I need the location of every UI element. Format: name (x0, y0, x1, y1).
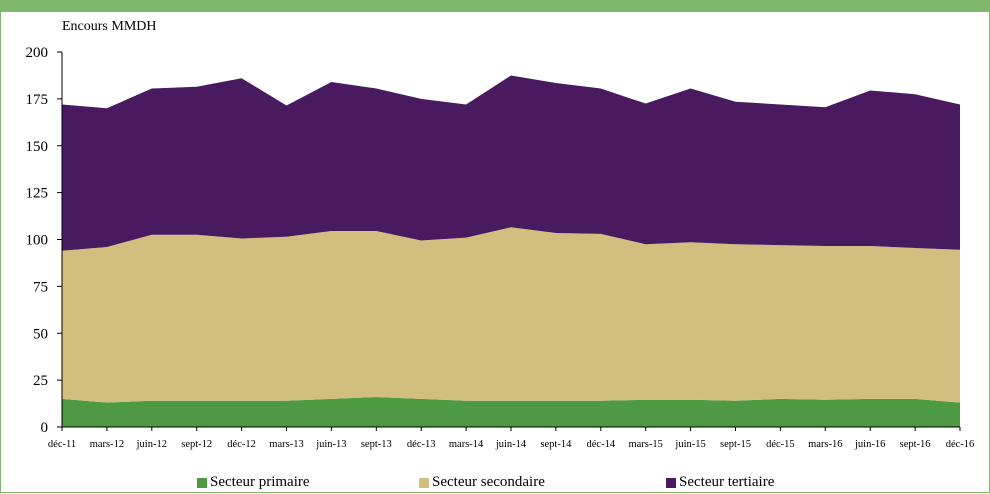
y-tick-label: 25 (33, 373, 48, 389)
x-tick-label: juin-14 (495, 439, 527, 450)
stacked-area-chart: 0 25 50 75 100 125 150 175 200 déc-11 mars-12 juin… (26, 19, 975, 450)
area-series-2 (62, 227, 960, 403)
legend-swatch (419, 477, 429, 488)
x-tick-label: sept-12 (181, 439, 212, 450)
x-tick-label: sept-13 (361, 439, 392, 450)
x-tick-label: juin-15 (674, 439, 705, 450)
legend-swatch (197, 477, 207, 488)
legend-label: Secteur secondaire (432, 474, 545, 490)
y-tick-label: 0 (41, 420, 49, 436)
x-tick-label: mars-15 (628, 439, 662, 450)
x-tick-label: déc-13 (407, 439, 436, 450)
y-tick-label: 150 (26, 139, 49, 155)
x-tick-label: sept-16 (900, 439, 931, 450)
x-tick-label: déc-12 (227, 439, 256, 450)
x-tick-label: mars-16 (808, 439, 842, 450)
x-tick-label: juin-16 (854, 439, 885, 450)
x-tick-label: déc-11 (48, 439, 76, 450)
y-tick-label: 75 (33, 279, 48, 295)
x-tick-label: mars-12 (90, 439, 124, 450)
x-tick-label: mars-13 (269, 439, 303, 450)
legend-label: Secteur primaire (210, 474, 310, 490)
chart-legend: Secteur primaire Secteur secondaire Secteu… (0, 474, 990, 494)
y-axis-title: Encours MMDH (62, 19, 157, 34)
y-axis-ticks: 0 25 50 75 100 125 150 175 200 (26, 45, 62, 436)
x-tick-label: sept-15 (720, 439, 751, 450)
x-tick-label: déc-15 (766, 439, 795, 450)
area-series-1 (62, 397, 960, 427)
x-tick-label: sept-14 (540, 439, 572, 450)
x-tick-label: juin-13 (315, 439, 346, 450)
chart-top-border (0, 0, 990, 12)
x-tick-label: juin-12 (136, 439, 167, 450)
y-tick-label: 50 (33, 326, 48, 342)
legend-label: Secteur tertiaire (679, 474, 775, 490)
x-tick-label: déc-14 (587, 439, 616, 450)
y-tick-label: 100 (26, 233, 49, 249)
x-tick-label: déc-16 (946, 439, 975, 450)
x-axis-ticks: déc-11 mars-12 juin-12 sept-12 déc-12 mars-13… (48, 427, 974, 450)
x-tick-label: mars-14 (449, 439, 484, 450)
area-series-group (62, 75, 960, 427)
y-tick-label: 175 (26, 92, 49, 108)
legend-item: Secteur primaire (197, 474, 310, 491)
legend-item: Secteur secondaire (419, 474, 545, 491)
area-series-3 (62, 75, 960, 251)
legend-swatch (666, 477, 676, 488)
y-tick-label: 125 (26, 186, 49, 202)
legend-item: Secteur tertiaire (666, 474, 774, 491)
y-tick-label: 200 (26, 45, 49, 61)
